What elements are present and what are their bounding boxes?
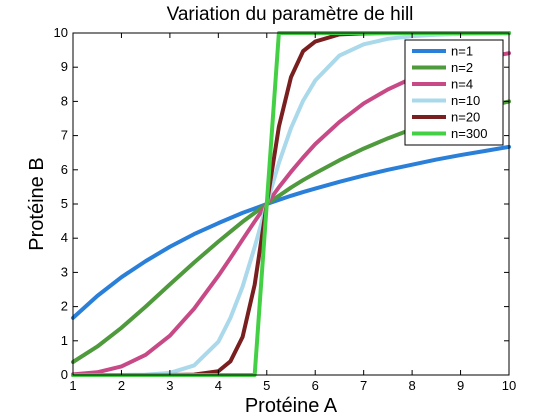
chart-title: Variation du paramètre de hill — [167, 4, 414, 25]
legend: n=1n=2 n=4n=10 n=20n=300 — [404, 39, 504, 146]
x-tick-label: 7 — [360, 378, 367, 393]
x-tick-label: 3 — [166, 378, 173, 393]
x-tick-label: 9 — [457, 378, 464, 393]
y-tick-label: 5 — [61, 196, 68, 211]
y-tick-label: 9 — [61, 59, 68, 74]
x-tick-label: 1 — [69, 378, 76, 393]
x-tick-label: 10 — [502, 378, 516, 393]
legend-label: n=4 — [451, 77, 473, 92]
legend-label: n=2 — [451, 60, 473, 75]
x-tick-label: 5 — [263, 378, 270, 393]
x-axis-label: Protéine A — [245, 395, 338, 417]
y-tick-label: 2 — [61, 299, 68, 314]
legend-box — [404, 39, 504, 146]
y-axis-label: Protéine B — [26, 157, 48, 250]
y-tick-label: 0 — [61, 367, 68, 382]
x-tick-label: 6 — [312, 378, 319, 393]
x-tick-label: 8 — [408, 378, 415, 393]
y-tick-label: 3 — [61, 264, 68, 279]
legend-label: n=10 — [451, 93, 480, 108]
y-tick-label: 4 — [61, 230, 68, 245]
y-tick-label: 7 — [61, 128, 68, 143]
legend-label: n=300 — [451, 126, 488, 141]
y-tick-label: 10 — [54, 25, 68, 40]
y-tick-label: 1 — [61, 333, 68, 348]
legend-label: n=1 — [451, 44, 473, 59]
x-tick-label: 2 — [118, 378, 125, 393]
x-tick-label: 4 — [215, 378, 222, 393]
legend-label: n=20 — [451, 110, 480, 125]
y-tick-label: 8 — [61, 93, 68, 108]
series-line-n=1 — [71, 144, 511, 320]
y-tick-label: 6 — [61, 162, 68, 177]
